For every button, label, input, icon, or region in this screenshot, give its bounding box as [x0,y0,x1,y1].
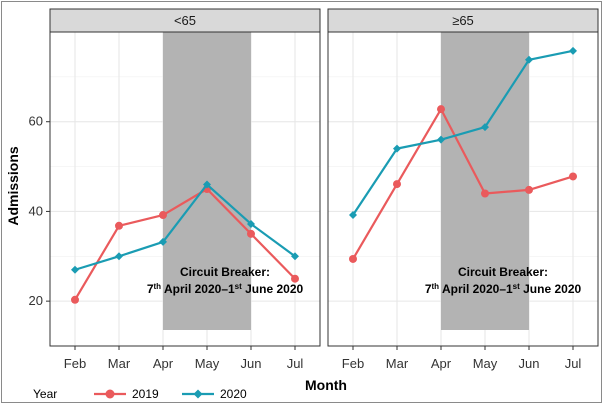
series-2019-line [352,108,574,260]
series-2020-line [352,49,574,216]
x-tick-label-jun: Jun [241,356,262,371]
point-2019-jun [247,229,255,238]
annotation-line-2: 7th April 2020–1st June 2020 [147,282,304,296]
point-2019-jun [525,185,533,194]
legend-title: Year [33,387,57,401]
legend-2019-label: 2019 [132,387,159,401]
point-2019-apr [159,211,167,220]
y-tick-label-40: 40 [29,203,43,218]
annotation-superscript: th [432,282,440,291]
plot-border [49,31,321,347]
annotation-text: June 2020 [242,282,304,296]
point-2019-jul [291,274,299,283]
annotation-superscript: th [154,282,162,291]
series-2019-line [74,187,296,301]
annotation-superscript: st [513,282,520,291]
point-2020-jul [291,252,299,261]
point-2020-jun [525,55,533,64]
point-2020-jun [247,219,255,228]
point-2020-feb [349,211,357,220]
x-tick-label-jul: Jul [287,356,304,371]
y-axis-title: Admissions [5,146,21,226]
panel-under-65: <65 Circuit Breaker: 7th April 2020–1st Ju… [29,8,321,371]
x-tick-label-feb: Feb [342,356,364,371]
point-2020-may [203,180,211,189]
legend-2020-label: 2020 [220,387,247,401]
x-tick-label-may: May [195,356,220,371]
y-tick-label-20: 20 [29,293,43,308]
annotation-text: 7 [425,282,432,296]
panel-65-plus: ≥65 Circuit Breaker: 7th April 2020–1st Ju… [327,8,599,371]
legend-2020-marker [193,389,203,399]
x-tick-label-mar: Mar [386,356,409,371]
panel-title: ≥65 [452,13,474,28]
series-2020-line [74,183,296,271]
point-2020-apr [159,237,167,246]
point-2020-jul [569,46,577,55]
x-tick-label-apr: Apr [153,356,174,371]
point-2020-may [481,123,489,132]
annotation-text: June 2020 [520,282,582,296]
annotation-text: April 2020–1 [161,282,235,296]
x-tick-label-jul: Jul [565,356,582,371]
x-axis-title: Month [305,377,347,393]
legend-2019-marker [105,389,115,399]
x-tick-label-feb: Feb [64,356,86,371]
annotation-text: 7 [147,282,154,296]
point-2020-mar [393,144,401,153]
annotation-text: April 2020–1 [439,282,513,296]
point-2020-apr [437,135,445,144]
point-2019-mar [393,180,401,189]
x-tick-label-may: May [473,356,498,371]
point-2019-jul [569,172,577,181]
point-2019-feb [71,295,79,304]
annotation-line-2: 7th April 2020–1st June 2020 [425,282,582,296]
point-2019-may [481,189,489,198]
x-tick-label-jun: Jun [519,356,540,371]
annotation-superscript: st [235,282,242,291]
annotation-line-1: Circuit Breaker: [180,265,270,279]
annotation-line-1: Circuit Breaker: [458,265,548,279]
point-2020-mar [115,252,123,261]
legend: Year 2019 2020 [33,387,247,401]
panel-title: <65 [174,13,196,28]
point-2020-feb [71,265,79,274]
point-2019-apr [437,105,445,114]
point-2019-mar [115,221,123,230]
plot-border [327,31,599,347]
x-tick-label-apr: Apr [431,356,452,371]
x-tick-label-mar: Mar [108,356,131,371]
y-tick-label-60: 60 [29,114,43,129]
point-2019-feb [349,254,357,263]
